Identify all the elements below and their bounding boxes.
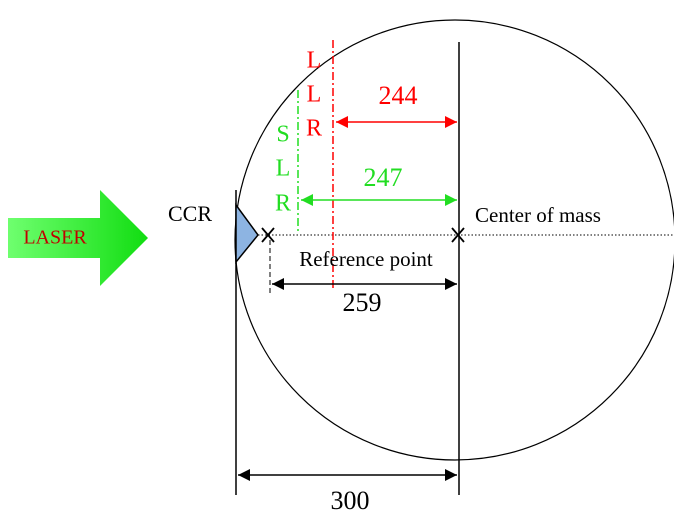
laser-label: LASER — [23, 227, 87, 249]
llr-letter: L — [307, 82, 322, 108]
ccr-label: CCR — [168, 201, 212, 226]
ccr-distance: 300 — [331, 486, 370, 515]
center-label: Center of mass — [475, 203, 601, 227]
slr-letter: S — [276, 122, 289, 148]
slr-letter: L — [276, 156, 291, 182]
laser-arrow — [8, 190, 148, 286]
llr-letter: R — [306, 116, 322, 142]
ccr-prism — [235, 202, 259, 265]
reference-label: Reference point — [299, 247, 433, 271]
sphere — [234, 19, 674, 461]
llr-distance: 244 — [379, 81, 418, 110]
ref-distance: 259 — [343, 288, 382, 317]
center-mark — [451, 227, 465, 243]
slr-distance: 247 — [364, 163, 403, 192]
llr-letter: L — [307, 48, 322, 74]
reference-mark — [261, 227, 275, 243]
slr-letter: R — [275, 191, 291, 217]
